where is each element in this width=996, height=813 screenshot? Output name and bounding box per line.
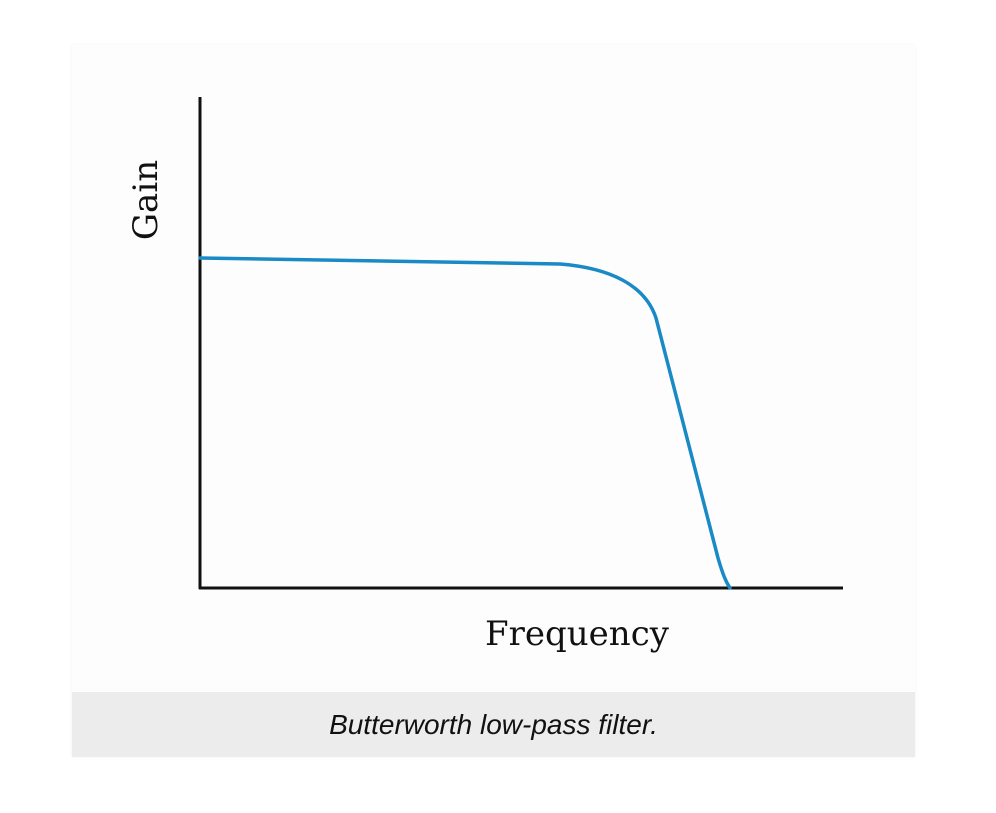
response-curve — [198, 256, 732, 590]
y-axis-label: Gain — [126, 160, 166, 240]
x-axis-label: Frequency — [485, 614, 670, 654]
figure-card: Butterworth low-pass filter. — [72, 45, 915, 757]
caption: Butterworth low-pass filter. — [72, 692, 915, 757]
